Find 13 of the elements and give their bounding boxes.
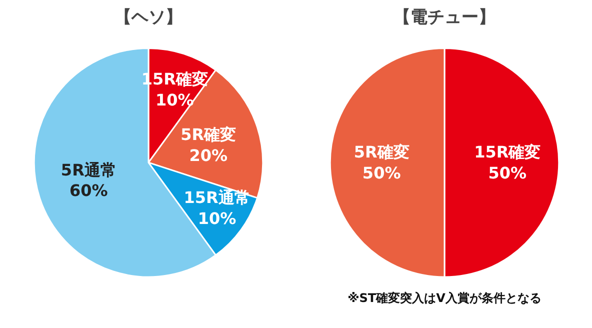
text: ※ST確変突入はV入賞が条件となる bbox=[348, 290, 542, 305]
slice-label: 15R確変 bbox=[474, 142, 541, 162]
data-label: 50% bbox=[362, 164, 401, 183]
chart-title: 【電チュー】 bbox=[394, 8, 496, 28]
data-label: 10% bbox=[198, 208, 236, 228]
data-label: 10% bbox=[156, 90, 194, 110]
data-label: 50% bbox=[488, 164, 527, 183]
slice-label: 5R通常 bbox=[60, 160, 116, 180]
data-label: 20% bbox=[189, 146, 228, 165]
data-label: 60% bbox=[70, 181, 108, 200]
chart-title: 【ヘソ】 bbox=[114, 8, 182, 28]
slice-label: 5R確変 bbox=[180, 124, 236, 144]
slice-label: 5R確変 bbox=[354, 142, 410, 162]
